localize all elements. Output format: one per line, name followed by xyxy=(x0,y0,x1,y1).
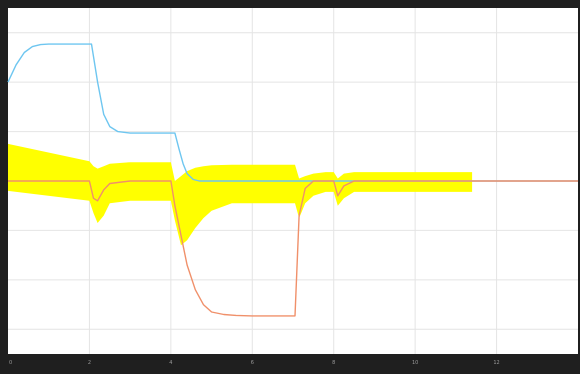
x-tick-label: 10 xyxy=(412,360,418,366)
x-tick-label: 6 xyxy=(251,360,254,366)
x-tick-label: 0 xyxy=(9,360,12,366)
x-axis-ticks: 0 2 4 6 8 10 12 xyxy=(9,360,500,366)
x-tick-label: 2 xyxy=(88,360,91,366)
x-tick-label: 12 xyxy=(493,360,499,366)
x-tick-label: 4 xyxy=(169,360,172,366)
x-tick-label: 8 xyxy=(332,360,335,366)
